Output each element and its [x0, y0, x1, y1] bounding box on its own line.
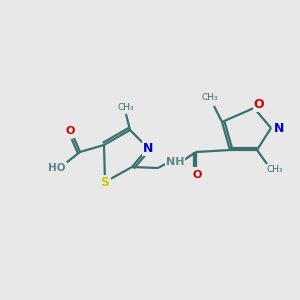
Text: O: O: [192, 170, 202, 180]
Text: CH₃: CH₃: [202, 94, 218, 103]
Text: HO: HO: [48, 163, 66, 173]
Text: N: N: [274, 122, 284, 134]
Text: CH₃: CH₃: [267, 164, 283, 173]
Text: NH: NH: [166, 157, 184, 167]
Text: O: O: [254, 98, 264, 110]
Text: O: O: [65, 126, 75, 136]
Text: S: S: [100, 176, 109, 188]
Text: N: N: [143, 142, 153, 154]
Text: CH₃: CH₃: [118, 103, 134, 112]
